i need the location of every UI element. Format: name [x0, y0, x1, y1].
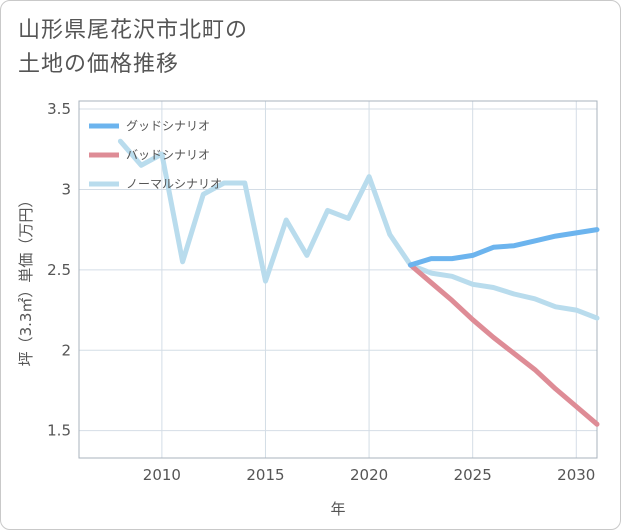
x-tick-label: 2030: [557, 466, 595, 484]
y-tick-label: 2.5: [47, 261, 71, 279]
grid: [79, 101, 597, 458]
y-tick-label: 2: [61, 341, 71, 359]
tick-labels: 2010 2015 2020 2025 2030 1.5 2 2.5 3 3.5: [47, 100, 595, 484]
plot-area-border: [78, 100, 598, 459]
y-tick-label: 3.5: [47, 100, 71, 118]
chart-title-line-2: 土地の価格推移: [18, 52, 180, 77]
y-axis-title: 坪（3.3㎡）単価（万円）: [17, 193, 35, 367]
y-tick-label: 3: [61, 180, 71, 198]
x-tick-label: 2015: [246, 466, 284, 484]
chart-title-line-1: 山形県尾花沢市北町の: [18, 18, 249, 43]
x-axis-title: 年: [330, 500, 345, 518]
series-line-1: [408, 262, 600, 427]
chart-title: 山形県尾花沢市北町の 土地の価格推移: [18, 14, 578, 82]
series-line-2: [117, 138, 600, 321]
legend-label: グッドシナリオ: [126, 119, 210, 133]
y-tick-label: 1.5: [47, 422, 71, 440]
series-line-0: [408, 227, 600, 268]
legend-label: バッドシナリオ: [126, 148, 210, 162]
axes: [78, 100, 598, 459]
x-tick-label: 2025: [454, 466, 492, 484]
x-tick-label: 2010: [143, 466, 181, 484]
legend-label: ノーマルシナリオ: [126, 177, 222, 191]
x-tick-label: 2020: [350, 466, 388, 484]
series-lines: [117, 138, 600, 427]
